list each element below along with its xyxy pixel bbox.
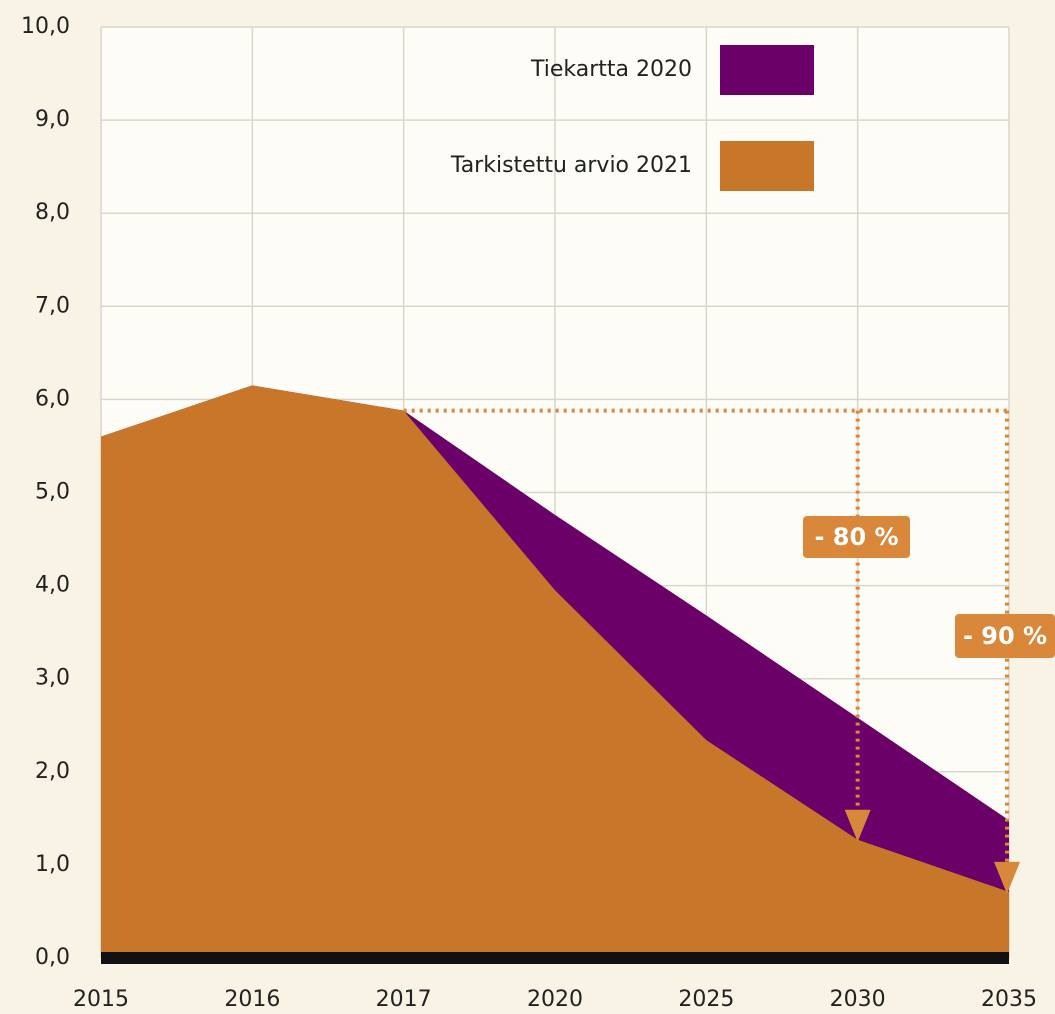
baseline: [101, 952, 1009, 964]
legend-label: Tiekartta 2020: [530, 57, 692, 82]
legend-swatch: [720, 141, 814, 191]
y-tick-label: 8,0: [35, 200, 70, 225]
area: [101, 385, 1009, 958]
x-tick-label: 2015: [73, 987, 129, 1012]
y-tick-label: 1,0: [35, 852, 70, 877]
x-tick-label: 2035: [981, 987, 1037, 1012]
x-tick-label: 2030: [830, 987, 886, 1012]
annotation: - 80 %: [814, 523, 898, 551]
y-tick-label: 4,0: [35, 573, 70, 598]
y-tick-label: 9,0: [35, 107, 70, 132]
x-tick-label: 2025: [678, 987, 734, 1012]
y-tick-label: 0,0: [35, 945, 70, 970]
annotation-box: [955, 614, 1055, 658]
x-tick-label: 2016: [224, 987, 280, 1012]
legend-swatch: [720, 45, 814, 95]
annotation: - 90 %: [963, 622, 1047, 650]
x-tick-label: 2017: [376, 987, 432, 1012]
y-tick-label: 10,0: [21, 14, 70, 39]
y-tick-label: 7,0: [35, 293, 70, 318]
annotation-box: [803, 516, 910, 558]
x-tick-label: 2020: [527, 987, 583, 1012]
y-tick-label: 2,0: [35, 759, 70, 784]
y-tick-label: 6,0: [35, 386, 70, 411]
y-tick-label: 5,0: [35, 480, 70, 505]
y-tick-label: 3,0: [35, 666, 70, 691]
arrow-head: [844, 809, 871, 842]
legend-label: Tarkistettu arvio 2021: [450, 153, 692, 178]
arrow-head: [994, 861, 1020, 894]
